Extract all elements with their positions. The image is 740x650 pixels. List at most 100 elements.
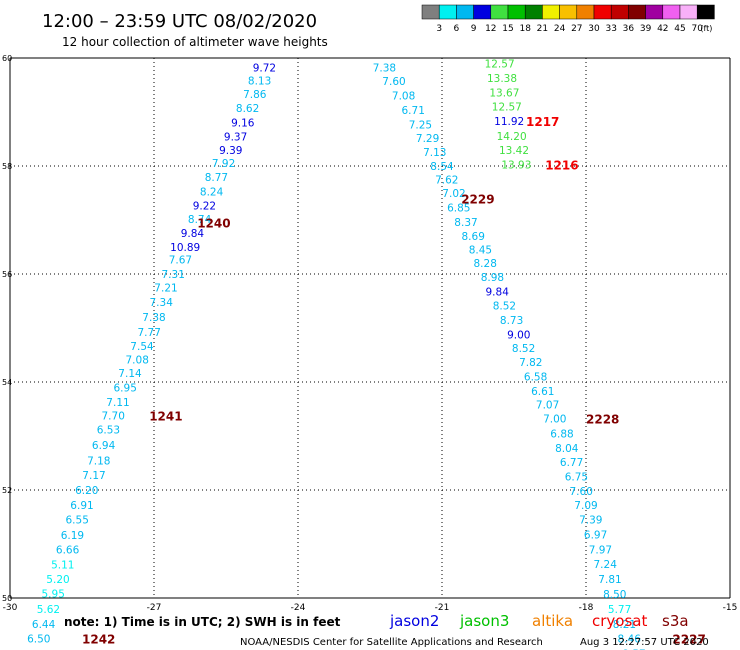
wave-height-point: 13.93 xyxy=(501,159,531,171)
wave-height-point: 7.86 xyxy=(243,89,267,101)
colorbar-swatch xyxy=(559,4,578,20)
colorbar-swatch xyxy=(473,4,492,20)
wave-height-point: 7.25 xyxy=(409,119,432,131)
wave-height-point: 7.81 xyxy=(598,574,621,586)
wave-height-point: 9.37 xyxy=(224,131,247,143)
pass-label: 1217 xyxy=(526,115,559,129)
wave-height-point: 5.77 xyxy=(608,604,631,616)
wave-height-point: 5.11 xyxy=(51,560,74,572)
wave-height-point: 8.46 xyxy=(618,634,642,646)
wave-height-point: 8.52 xyxy=(512,343,535,355)
wave-height-point: 7.38 xyxy=(142,312,165,324)
wave-height-point: 6.58 xyxy=(524,372,547,384)
colorbar-swatch xyxy=(507,4,526,20)
wave-height-point: 9.39 xyxy=(219,145,242,157)
wave-height-point: 8.98 xyxy=(481,272,504,284)
x-tick-label: -18 xyxy=(579,603,594,613)
colorbar-tick-label: 36 xyxy=(623,24,635,34)
colorbar-tick-label: 21 xyxy=(537,24,548,34)
wave-height-point: 6.44 xyxy=(32,619,56,631)
page-subtitle: 12 hour collection of altimeter wave hei… xyxy=(62,35,328,49)
wave-height-point: 7.67 xyxy=(169,254,192,266)
colorbar-swatch xyxy=(421,4,440,20)
wave-height-point: 8.77 xyxy=(205,172,228,184)
legend-entry-jason2: jason2 xyxy=(389,612,439,630)
wave-height-point: 6.77 xyxy=(560,457,583,469)
wave-height-point: 7.77 xyxy=(138,327,161,339)
footer-note: note: 1) Time is in UTC; 2) SWH is in fe… xyxy=(64,615,341,629)
colorbar-tick-label: 3 xyxy=(436,24,442,34)
colorbar-swatch xyxy=(524,4,543,20)
y-tick-label: 52 xyxy=(2,486,12,495)
colorbar-unit: (ft) xyxy=(700,24,712,33)
wave-height-point: 8.28 xyxy=(474,258,497,270)
wave-height-point: 7.24 xyxy=(594,559,618,571)
x-tick-label: -21 xyxy=(435,603,450,613)
wave-height-point: 7.13 xyxy=(423,147,446,159)
wave-height-point: 9.00 xyxy=(507,329,530,341)
footer-timestamp: Aug 3 12:27:57 UTC 2020 xyxy=(580,637,709,648)
colorbar-tick-label: 27 xyxy=(571,24,582,34)
y-tick-label: 60 xyxy=(2,54,12,63)
wave-height-point: 7.34 xyxy=(150,297,174,309)
x-tick-label: -15 xyxy=(723,603,738,613)
wave-height-point: 6.95 xyxy=(114,382,137,394)
wave-height-point: 12.57 xyxy=(492,102,522,114)
wave-height-point: 8.37 xyxy=(454,217,477,229)
wave-height-point: 7.11 xyxy=(106,397,129,409)
colorbar-swatch xyxy=(696,4,715,20)
wave-height-point: 7.70 xyxy=(102,410,125,422)
wave-height-point: 6.75 xyxy=(565,472,588,484)
wave-height-point: 7.08 xyxy=(126,354,149,366)
wave-height-point: 8.62 xyxy=(236,103,259,115)
colorbar-swatch xyxy=(645,4,664,20)
wave-height-point: 5.20 xyxy=(46,574,69,586)
y-tick-label: 50 xyxy=(2,594,12,603)
legend-entry-jason3: jason3 xyxy=(459,612,509,630)
wave-height-point: 6.85 xyxy=(447,203,470,215)
x-tick-label: -30 xyxy=(3,603,18,613)
x-tick-label: -24 xyxy=(291,603,306,613)
wave-height-point: 6.71 xyxy=(402,105,425,117)
wave-height-point: 12.57 xyxy=(485,58,515,70)
wave-height-point: 6.91 xyxy=(70,500,93,512)
wave-height-point: 7.97 xyxy=(589,544,612,556)
legend-entry-altika: altika xyxy=(532,612,573,630)
pass-label: 1242 xyxy=(82,633,115,647)
legend-entry-cryosat: cryosat xyxy=(592,612,647,630)
y-tick-label: 56 xyxy=(2,270,12,279)
pass-label: 2228 xyxy=(586,413,619,427)
wave-height-point: 5.95 xyxy=(42,589,65,601)
colorbar-tick-label: 18 xyxy=(519,24,531,34)
colorbar-tick-label: 70 xyxy=(691,24,703,34)
wave-height-point: 9.22 xyxy=(193,200,216,212)
wave-height-point: 6.50 xyxy=(27,634,50,646)
wave-height-point: 6.20 xyxy=(75,485,98,497)
page-title: 12:00 – 23:59 UTC 08/02/2020 xyxy=(42,11,317,32)
wave-height-point: 6.94 xyxy=(92,440,116,452)
wave-height-point: 9.16 xyxy=(231,117,255,129)
colorbar-swatch xyxy=(628,4,646,20)
wave-height-point: 7.21 xyxy=(154,283,177,295)
wave-height-point: 8.45 xyxy=(469,245,492,257)
wave-height-point: 13.38 xyxy=(487,73,517,85)
colorbar-swatch xyxy=(662,4,681,20)
colorbar-tick-label: 6 xyxy=(454,24,460,34)
colorbar-swatch xyxy=(610,4,629,20)
wave-height-point: 6.61 xyxy=(531,386,554,398)
wave-height-point: 7.07 xyxy=(536,400,559,412)
wave-height-point: 6.19 xyxy=(61,530,84,542)
wave-height-point: 7.82 xyxy=(519,357,542,369)
wave-height-point: 8.13 xyxy=(248,76,271,88)
y-tick-label: 58 xyxy=(2,162,12,171)
wave-height-point: 7.92 xyxy=(212,158,235,170)
pass-label: 2229 xyxy=(461,192,494,206)
wave-height-point: 6.53 xyxy=(97,425,120,437)
wave-height-point: 7.18 xyxy=(87,455,110,467)
colorbar-swatch xyxy=(576,4,595,20)
wave-height-point: 7.60 xyxy=(382,76,405,88)
wave-height-point: 7.17 xyxy=(82,470,105,482)
colorbar-swatch xyxy=(593,4,612,20)
